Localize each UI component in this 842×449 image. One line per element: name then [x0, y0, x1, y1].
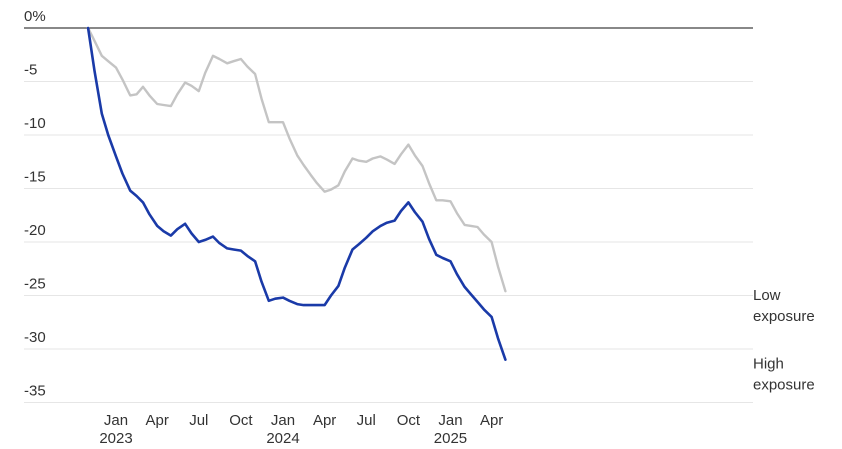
grid-lines	[24, 27, 753, 403]
x-tick-year-label: 2025	[434, 430, 467, 447]
x-tick-year-label: 2023	[99, 430, 132, 447]
x-tick-label: Jan	[438, 412, 462, 429]
x-tick-label: Apr	[313, 412, 336, 429]
series-line-low-exposure	[86, 26, 507, 293]
y-tick-label: -30	[24, 329, 46, 346]
end-label-low-exposure: Low exposure	[753, 287, 815, 325]
y-tick-label: -15	[24, 169, 46, 186]
end-label-line: Low	[753, 287, 781, 304]
end-label-high-exposure: High exposure	[753, 356, 815, 394]
series-end-labels: Low exposure High exposure	[753, 287, 815, 393]
x-tick-year-label: 2024	[266, 430, 299, 447]
end-label-line: exposure	[753, 377, 815, 394]
y-tick-label: -25	[24, 276, 46, 293]
x-tick-label: Jan	[104, 412, 128, 429]
series-line-high-exposure	[86, 26, 507, 362]
series-lines	[86, 26, 507, 362]
end-label-line: exposure	[753, 308, 815, 325]
y-tick-label: -20	[24, 222, 46, 239]
x-tick-label: Oct	[397, 412, 421, 429]
x-tick-label: Oct	[229, 412, 253, 429]
x-tick-label: Jul	[357, 412, 376, 429]
x-tick-label: Apr	[146, 412, 169, 429]
y-tick-label: -35	[24, 383, 46, 400]
x-tick-label: Jan	[271, 412, 295, 429]
y-tick-label: -5	[24, 62, 37, 79]
y-tick-label: 0%	[24, 8, 46, 25]
y-tick-label: -10	[24, 115, 46, 132]
x-tick-label: Jul	[189, 412, 208, 429]
y-axis-ticks: 0% -5 -10 -15 -20 -25 -30 -35	[24, 8, 46, 400]
end-label-line: High	[753, 356, 784, 373]
x-tick-label: Apr	[480, 412, 503, 429]
